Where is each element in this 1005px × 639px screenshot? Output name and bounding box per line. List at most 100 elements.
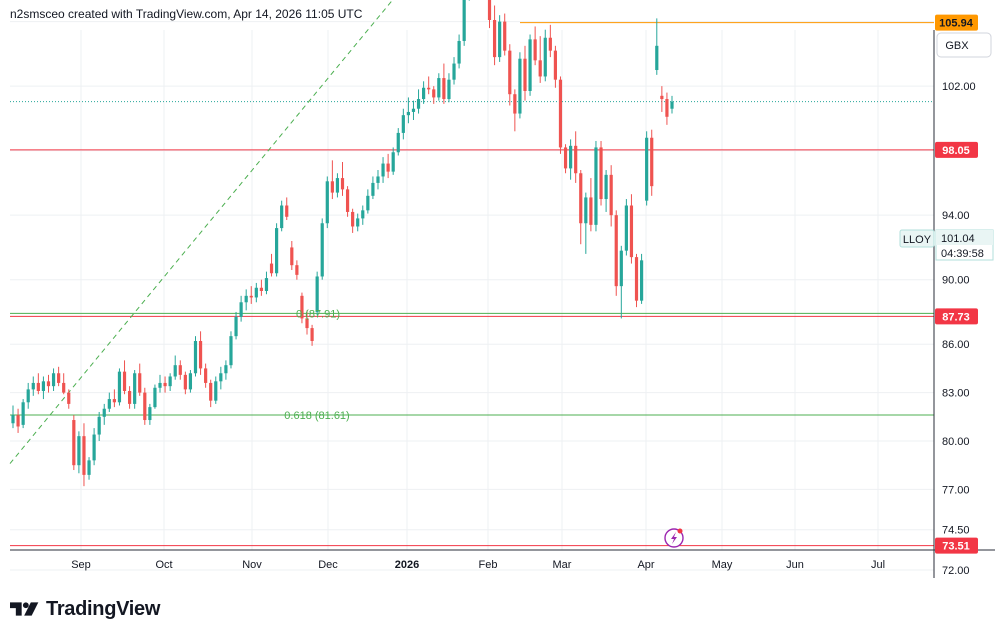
candle-body bbox=[325, 181, 329, 224]
time-tick-label: Oct bbox=[155, 559, 172, 571]
candle-body bbox=[589, 197, 593, 225]
candle-body bbox=[295, 265, 299, 275]
level-badge-label: 98.05 bbox=[942, 145, 970, 157]
candle-body bbox=[634, 257, 639, 301]
currency-label: GBX bbox=[945, 40, 969, 52]
time-tick-label: Mar bbox=[553, 559, 572, 571]
candle-body bbox=[107, 399, 111, 409]
level-badge-label: 87.73 bbox=[942, 311, 970, 323]
candle-body bbox=[269, 263, 274, 274]
candle-body bbox=[361, 210, 365, 219]
time-tick-label: Nov bbox=[242, 559, 262, 571]
level-badge bbox=[935, 308, 978, 325]
candle-body bbox=[209, 382, 213, 401]
candle-body bbox=[528, 39, 532, 91]
candle-body bbox=[224, 365, 228, 374]
candle-body bbox=[122, 371, 127, 391]
candle-body bbox=[492, 20, 497, 58]
candle-body bbox=[386, 163, 390, 172]
time-tick-label: Jul bbox=[871, 559, 885, 571]
candle-body bbox=[26, 389, 30, 403]
price-tick-label: 74.50 bbox=[942, 525, 970, 537]
candlestick-series bbox=[11, 0, 674, 487]
candle-body bbox=[320, 223, 324, 277]
candle-body bbox=[452, 63, 456, 80]
candle-body bbox=[401, 115, 405, 133]
candle-body bbox=[229, 336, 233, 366]
candle-body bbox=[11, 415, 15, 424]
candle-body bbox=[143, 392, 147, 421]
candle-body bbox=[487, 0, 492, 21]
candle-body bbox=[290, 247, 294, 266]
candle-body bbox=[264, 278, 269, 291]
currency-button[interactable]: GBX bbox=[936, 32, 992, 58]
trendline[interactable] bbox=[9, 0, 490, 464]
candle-body bbox=[538, 60, 542, 77]
candle-body bbox=[624, 205, 628, 251]
candle-body bbox=[639, 260, 644, 301]
fib-label: 0.618 (81.61) bbox=[284, 410, 349, 422]
trendline-dashed bbox=[9, 0, 394, 464]
tradingview-logo-text: TradingView bbox=[46, 597, 161, 620]
tradingview-logo-icon bbox=[10, 602, 39, 616]
candle-body bbox=[244, 295, 248, 303]
candle-body bbox=[82, 436, 86, 475]
candle-body bbox=[416, 99, 421, 109]
candle-body bbox=[406, 111, 410, 116]
time-tick-label: Feb bbox=[479, 559, 498, 571]
candle-body bbox=[254, 287, 258, 298]
candle-body bbox=[574, 145, 578, 174]
price-tick-label: 86.00 bbox=[942, 339, 970, 351]
candle-body bbox=[619, 250, 623, 287]
candle-body bbox=[513, 94, 517, 114]
candle-body bbox=[660, 95, 664, 100]
time-axis[interactable]: Sep Oct Nov Dec 2026 Feb Mar Apr May Jun Jul bbox=[71, 559, 885, 571]
candle-body bbox=[462, 0, 466, 41]
candle-body bbox=[280, 205, 284, 229]
time-tick-label: May bbox=[712, 559, 733, 571]
candle-body bbox=[518, 58, 522, 114]
candle-body bbox=[366, 195, 370, 211]
candle-body bbox=[579, 173, 583, 224]
candle-body bbox=[72, 420, 76, 466]
price-tick-label: 94.00 bbox=[942, 210, 970, 222]
horizontal-levels bbox=[10, 22, 934, 547]
candle-body bbox=[665, 99, 669, 117]
candle-body bbox=[629, 205, 634, 258]
candle-body bbox=[569, 145, 573, 169]
candle-body bbox=[345, 189, 350, 212]
candle-body bbox=[300, 295, 304, 319]
level-badge bbox=[935, 14, 978, 31]
price-tick-label: 102.00 bbox=[942, 81, 976, 93]
candle-body bbox=[158, 382, 162, 388]
candle-body bbox=[650, 137, 654, 187]
countdown-timer: 04:39:58 bbox=[941, 248, 984, 260]
candle-body bbox=[411, 108, 416, 112]
candle-body bbox=[285, 205, 289, 217]
price-axis[interactable]: 72.00 74.50 77.00 80.00 83.00 86.00 90.00 94.00… bbox=[942, 0, 976, 577]
candle-body bbox=[351, 211, 355, 227]
candle-body bbox=[127, 390, 132, 404]
tradingview-logo[interactable]: TradingView bbox=[10, 597, 160, 621]
price-tick-label: 83.00 bbox=[942, 388, 970, 400]
candle-body bbox=[41, 381, 46, 391]
candle-body bbox=[77, 436, 81, 466]
candle-body bbox=[198, 340, 203, 369]
alert-icon[interactable] bbox=[664, 528, 684, 548]
candle-body bbox=[442, 78, 446, 100]
time-tick-label: Jun bbox=[786, 559, 804, 571]
ticker-badge: LLOY 101.04 04:39:58 bbox=[899, 229, 994, 261]
candle-body bbox=[188, 373, 193, 390]
candle-body bbox=[432, 89, 436, 98]
candle-body bbox=[427, 87, 431, 90]
candle-body bbox=[523, 58, 527, 91]
candle-body bbox=[57, 373, 61, 383]
candle-body bbox=[234, 316, 238, 337]
candle-body bbox=[599, 147, 603, 200]
candle-body bbox=[153, 387, 157, 408]
time-tick-label: Sep bbox=[71, 559, 91, 571]
candle-body bbox=[259, 287, 263, 291]
grid-lines bbox=[10, 21, 934, 571]
